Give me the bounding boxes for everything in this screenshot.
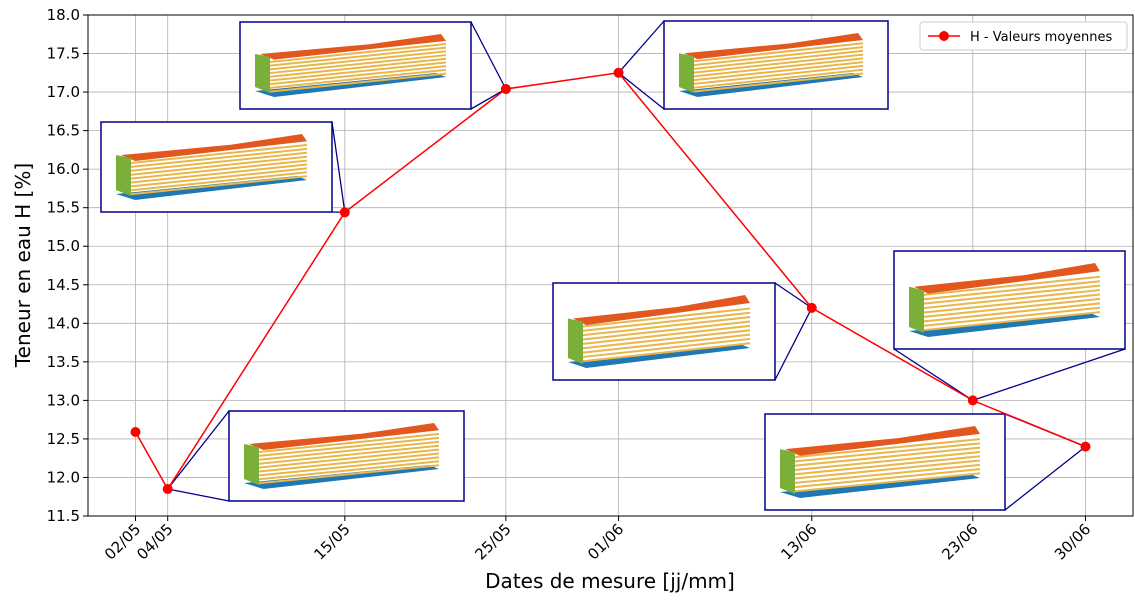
- x-tick-label: 13/06: [777, 520, 820, 563]
- x-axis-label: Dates de mesure [jj/mm]: [485, 569, 735, 593]
- beam-end: [568, 318, 583, 364]
- y-tick-label: 17.0: [47, 83, 80, 101]
- data-point: [340, 207, 350, 217]
- y-tick-label: 17.5: [47, 45, 80, 63]
- beam-end: [909, 287, 924, 333]
- data-point: [131, 427, 141, 437]
- data-point: [614, 68, 624, 78]
- inset-connector: [775, 283, 812, 308]
- data-point: [1081, 442, 1091, 452]
- inset-connector: [619, 21, 664, 73]
- y-tick-label: 13.5: [47, 353, 80, 371]
- y-axis-label: Teneur en eau H [%]: [11, 163, 35, 368]
- beam-end: [255, 54, 270, 93]
- inset-connector: [471, 22, 506, 89]
- data-point: [163, 484, 173, 494]
- x-tick-label: 23/06: [938, 520, 981, 563]
- beam-end: [780, 449, 795, 494]
- data-point: [968, 395, 978, 405]
- inset-connector: [775, 308, 812, 380]
- beam-end: [679, 53, 694, 93]
- x-tick-label: 02/05: [101, 520, 144, 563]
- x-tick-label: 04/05: [133, 520, 176, 563]
- legend-label: H - Valeurs moyennes: [970, 30, 1112, 45]
- data-point: [807, 303, 817, 313]
- inset-connector: [332, 122, 345, 212]
- inset-connector: [619, 73, 664, 109]
- data-point: [501, 84, 511, 94]
- y-tick-label: 13.0: [47, 391, 80, 409]
- y-tick-label: 11.5: [47, 507, 80, 525]
- y-tick-label: 14.0: [47, 314, 80, 332]
- x-tick-label: 25/05: [471, 520, 514, 563]
- y-tick-label: 15.0: [47, 237, 80, 255]
- y-tick-label: 12.5: [47, 430, 80, 448]
- x-tick-label: 15/05: [310, 520, 353, 563]
- x-tick-label: 30/06: [1051, 520, 1094, 563]
- y-tick-label: 14.5: [47, 276, 80, 294]
- y-tick-label: 12.0: [47, 468, 80, 486]
- inset-connector: [894, 349, 973, 400]
- beam-end: [116, 155, 131, 196]
- y-tick-label: 16.0: [47, 160, 80, 178]
- beam-end: [244, 444, 259, 485]
- inset-connector: [973, 349, 1125, 400]
- y-tick-label: 15.5: [47, 199, 80, 217]
- inset-connector: [1005, 447, 1086, 510]
- inset-connector: [168, 489, 229, 501]
- y-tick-label: 18.0: [47, 6, 80, 24]
- legend: H - Valeurs moyennes: [920, 22, 1127, 50]
- x-tick-label: 01/06: [584, 520, 627, 563]
- legend-marker: [939, 31, 949, 41]
- y-tick-label: 16.5: [47, 122, 80, 140]
